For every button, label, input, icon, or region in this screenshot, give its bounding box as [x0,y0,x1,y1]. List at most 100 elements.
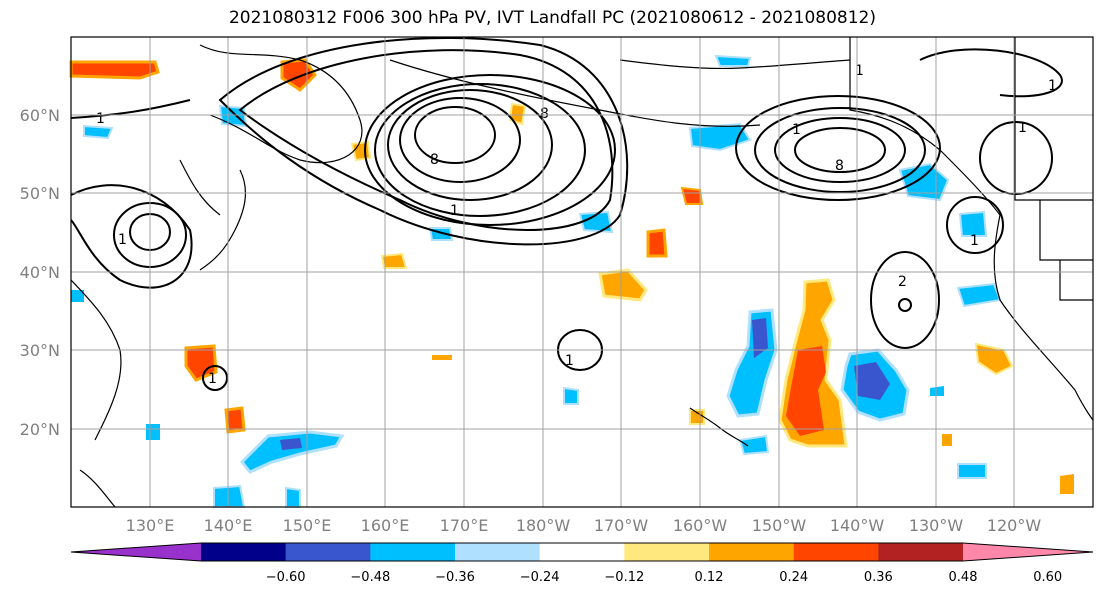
contour-line [946,196,1004,254]
coastline [1059,260,1093,301]
coastline [849,37,1001,216]
lon-label: 160°W [673,516,728,535]
colorbar-cell [455,543,541,561]
anomaly-region [646,228,668,258]
colorbar: −0.60 −0.48 −0.36 −0.24 −0.12 0.12 0.24 0.36 0.4… [70,542,1094,585]
longitude-labels: 130°E 140°E 150°E 160°E 170°E 180°W 170°… [126,516,1042,535]
anomaly-region [957,463,987,479]
anomaly-region [714,54,752,67]
contour-line [979,121,1053,195]
contour-label: 1 [1048,78,1057,94]
contour-line [202,365,228,391]
contour-line [238,49,614,231]
anomaly-region [752,318,768,358]
lon-label: 180°W [516,516,571,535]
contour-label: 1 [450,203,459,219]
anomaly-region [688,122,752,152]
coastline [1039,200,1093,261]
contour-line [919,48,1063,98]
lat-label: 60°N [20,106,60,125]
lat-label: 40°N [20,263,60,282]
colorbar-tick-label: 0.36 [864,570,893,585]
anomaly-region [680,186,704,205]
anomaly-region [786,346,826,436]
colorbar-cell [709,543,795,561]
contour-label: 2 [898,274,907,290]
anomaly-region [285,486,301,508]
contour-line [70,184,193,289]
anomaly-region [380,252,408,269]
lat-label: 30°N [20,341,60,360]
lon-label: 160°E [361,516,410,535]
anomaly-region [146,424,160,440]
colorbar-tick-label: 0.12 [695,570,724,585]
contour-line [735,95,941,201]
contour-label: 1 [970,233,979,249]
lon-label: 140°W [830,516,885,535]
anomaly-region [218,104,248,128]
contour-line [387,89,553,201]
lon-label: 130°E [126,516,175,535]
colorbar-extend-high [963,543,1093,561]
colorbar-tick-label: 0.48 [949,570,978,585]
contour-label: 8 [835,158,844,174]
colorbar-cell [370,543,456,561]
contour-line [364,74,616,226]
anomaly-region [69,60,160,80]
contour-label: 1 [855,63,864,79]
contour-label: 8 [430,152,439,168]
anomaly-region [350,140,372,162]
anomaly-region [83,124,114,140]
lat-label: 50°N [20,184,60,203]
anomaly-region [280,438,302,450]
contour-label: 1 [96,111,105,127]
contour-label: 1 [1018,120,1027,136]
anomaly-region [854,362,890,400]
anomaly-region [930,386,944,396]
coastline [199,44,363,164]
colorbar-tick-label: −0.48 [350,570,390,585]
anomaly-region [71,290,84,302]
anomaly-region [974,342,1014,376]
contour-line [218,36,629,246]
colorbar-tick-label: −0.12 [604,570,644,585]
contour-line [70,99,191,119]
colorbar-outline [70,542,1094,562]
contour-line [774,117,906,183]
anomaly-region [184,344,218,382]
map-frame [70,36,1094,508]
contour-line [374,83,586,217]
contour-line [794,127,886,173]
anomaly-region [432,355,452,360]
coastline [689,407,749,447]
contour-labels: 1 1 1 1 1 1 1 1 2 8 8 8 1 1 [96,63,1057,387]
anomaly-region [213,484,246,508]
colorbar-tick-label: 0.60 [1033,570,1062,585]
colorbar-cell [539,543,625,561]
colorbar-tick-label: −0.60 [266,570,306,585]
lon-label: 150°W [752,516,807,535]
lon-label: 170°E [440,516,489,535]
anomaly-region [1060,474,1074,494]
contour-line [414,106,496,164]
lon-label: 170°W [594,516,649,535]
lat-label: 20°N [20,420,60,439]
contour-label: 1 [118,232,127,248]
coastline [993,214,1094,421]
latitude-labels: 60°N 50°N 40°N 30°N 20°N [20,106,60,439]
contour-line [870,251,940,349]
lon-label: 150°E [283,516,332,535]
coastline [179,159,221,216]
lon-label: 140°E [204,516,253,535]
contour-label: 8 [540,106,549,122]
colorbar-cell [624,543,710,561]
colorbar-tick-label: 0.24 [779,570,808,585]
lon-label: 120°W [987,516,1042,535]
contour-line [399,97,521,183]
gridlines [71,37,1093,507]
anomaly-region [508,102,527,126]
colorbar-extend-low [71,543,201,561]
colorbar-cell [878,543,964,561]
lon-label: 130°W [909,516,964,535]
